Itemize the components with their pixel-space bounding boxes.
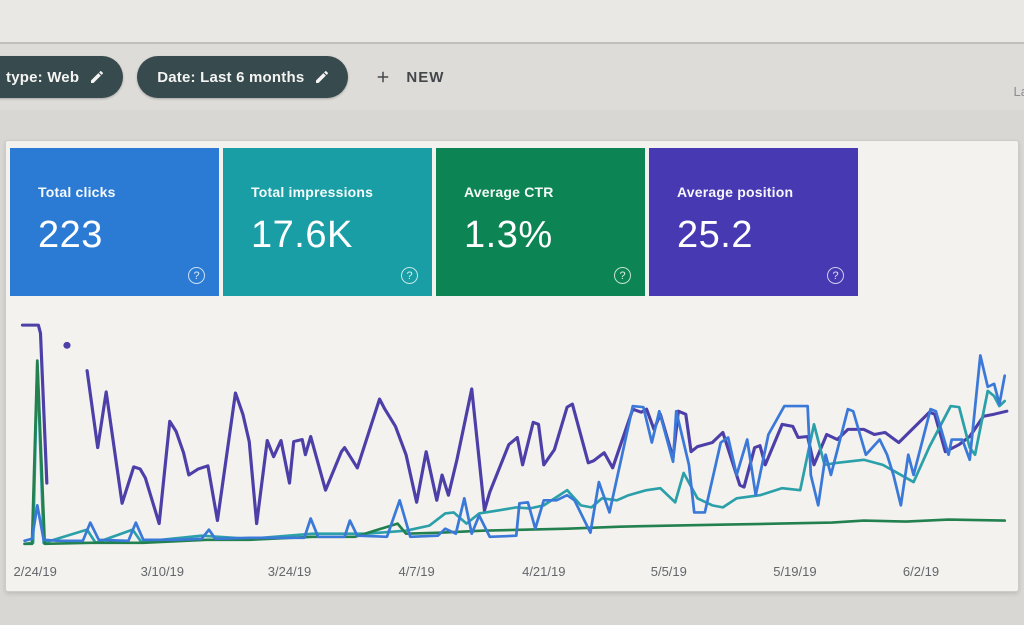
help-icon[interactable]: ? <box>614 267 631 284</box>
help-icon[interactable]: ? <box>827 267 844 284</box>
performance-chart-svg <box>20 323 1009 546</box>
x-tick-label: 4/7/19 <box>398 564 435 579</box>
help-icon[interactable]: ? <box>401 267 418 284</box>
x-tick-label: 6/2/19 <box>902 564 940 579</box>
metric-card-label: Total impressions <box>251 184 374 200</box>
metric-card-position[interactable]: Average position 25.2 ? <box>649 148 858 296</box>
series-line-impressions <box>23 362 1007 546</box>
series-line-position <box>20 323 49 485</box>
x-tick-label: 5/5/19 <box>650 564 687 579</box>
x-tick-label: 5/19/19 <box>773 564 817 579</box>
metric-card-label: Total clicks <box>38 184 116 200</box>
metric-card-clicks[interactable]: Total clicks 223 ? <box>10 148 219 296</box>
series-point-position <box>63 341 71 349</box>
metric-card-value: 17.6K <box>251 214 353 256</box>
edit-pencil-icon[interactable] <box>314 69 330 85</box>
metric-card-value: 1.3% <box>464 214 553 256</box>
help-icon[interactable]: ? <box>188 267 205 284</box>
performance-panel: Total clicks 223 ? Total impressions 17.… <box>5 140 1019 592</box>
x-tick-label: 4/21/19 <box>522 564 566 579</box>
metric-card-value: 25.2 <box>677 214 753 256</box>
x-tick-label: 2/24/19 <box>13 564 57 579</box>
new-filter-label: NEW <box>406 68 445 86</box>
series-line-clicks <box>23 354 1007 543</box>
x-tick-label: 3/24/19 <box>267 564 312 579</box>
filter-chip-label: type: Web <box>6 68 80 86</box>
truncated-header-text: La <box>1013 84 1024 99</box>
plus-icon <box>374 68 392 86</box>
filter-chip-label: Date: Last 6 months <box>157 68 305 86</box>
filter-bar: type: Web Date: Last 6 months NEW La <box>0 44 1024 110</box>
edit-pencil-icon[interactable] <box>89 69 105 85</box>
x-tick-label: 3/10/19 <box>140 564 185 579</box>
screen-top-band <box>0 0 1024 44</box>
new-filter-button[interactable]: NEW <box>374 68 444 86</box>
metric-card-label: Average CTR <box>464 184 554 200</box>
series-line-ctr <box>23 359 1007 546</box>
metric-card-value: 223 <box>38 214 103 256</box>
metric-cards-row: Total clicks 223 ? Total impressions 17.… <box>10 148 858 296</box>
metric-card-impressions[interactable]: Total impressions 17.6K ? <box>223 148 432 296</box>
filter-chip-date-range[interactable]: Date: Last 6 months <box>137 56 349 98</box>
x-axis: 2/24/19 3/10/19 3/24/19 4/7/19 4/21/19 5/5/19… <box>14 562 1010 586</box>
chart-area[interactable] <box>14 318 1010 556</box>
filter-chip-search-type[interactable]: type: Web <box>0 56 124 98</box>
metric-card-ctr[interactable]: Average CTR 1.3% ? <box>436 148 645 296</box>
metric-card-label: Average position <box>677 184 794 200</box>
